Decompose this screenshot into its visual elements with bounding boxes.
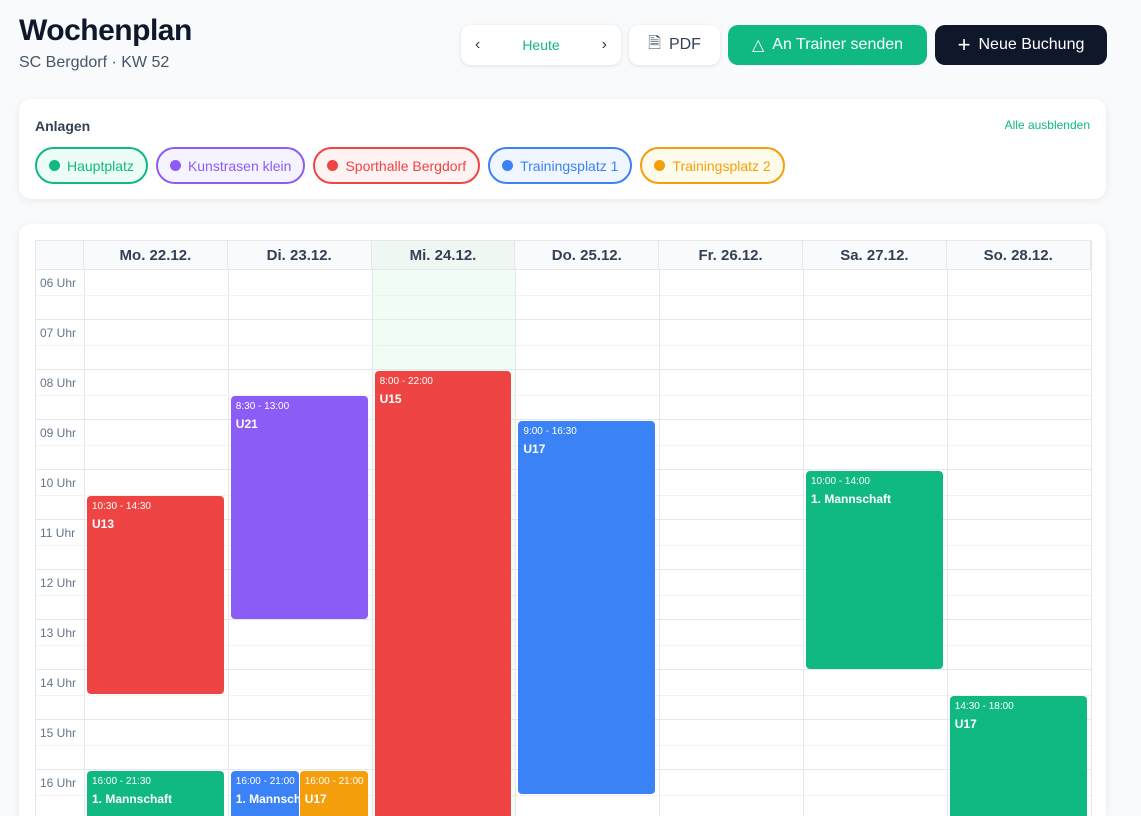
hour-label: 14 Uhr [40, 676, 77, 690]
page-subtitle: SC Bergdorf · KW 52 [19, 54, 170, 71]
hide-all-link[interactable]: Alle ausblenden [1004, 118, 1090, 132]
booking-event[interactable]: 9:00 - 16:30 U17 [518, 421, 656, 794]
day-divider [84, 241, 85, 816]
day-divider [515, 241, 517, 816]
facility-chip[interactable]: Hauptplatz [35, 147, 148, 184]
facilities-label: Anlagen [35, 118, 91, 134]
calendar-card: 06 Uhr 07 Uhr 08 Uhr 09 Uhr 10 Uhr 11 Uhr 12 U… [19, 224, 1106, 816]
facility-chip[interactable]: Trainingsplatz 2 [640, 147, 785, 184]
event-team: U13 [92, 517, 115, 531]
booking-event[interactable]: 16:00 - 21:00 U17 [299, 771, 368, 816]
event-team: U17 [523, 442, 546, 456]
event-time: 14:30 - 18:00 [954, 701, 1014, 712]
day-header: Sa. 27.12. [803, 241, 947, 270]
hour-label: 06 Uhr [40, 276, 77, 290]
facility-filters: Hauptplatz Kunstrasen klein Sporthalle Ber… [35, 147, 785, 184]
new-booking-label: Neue Buchung [978, 36, 1085, 53]
day-divider [227, 241, 229, 816]
facility-label: Trainingsplatz 2 [672, 157, 771, 174]
day-divider [371, 241, 373, 816]
send-label: An Trainer senden [772, 36, 904, 53]
booking-event[interactable]: 8:30 - 13:00 U21 [230, 396, 368, 619]
dot-icon [327, 160, 339, 171]
hour-label: 16 Uhr [40, 776, 77, 790]
hour-label: 15 Uhr [40, 726, 77, 740]
day-divider [946, 241, 948, 816]
hour-row: 08 Uhr [36, 370, 1091, 420]
dot-icon [502, 160, 514, 171]
dot-icon [654, 160, 666, 171]
facility-label: Trainingsplatz 1 [520, 157, 619, 174]
facility-chip[interactable]: Trainingsplatz 1 [488, 147, 633, 184]
event-time: 10:00 - 14:00 [811, 476, 870, 487]
hour-label: 07 Uhr [40, 326, 77, 340]
time-header [36, 241, 84, 270]
hour-label: 08 Uhr [40, 376, 77, 390]
hour-label: 10 Uhr [40, 476, 77, 490]
event-team: 1. Mannschaft [235, 792, 299, 806]
day-header: Do. 25.12. [515, 241, 660, 270]
event-time: 16:00 - 21:00 [235, 776, 295, 787]
facilities-card: Anlagen Alle ausblenden Hauptplatz Kunstr… [19, 99, 1106, 199]
day-header: Di. 23.12. [227, 241, 372, 270]
facility-label: Kunstrasen klein [187, 157, 292, 174]
new-booking-button[interactable]: + Neue Buchung [935, 25, 1107, 65]
booking-event[interactable]: 16:00 - 21:00 1. Mannschaft [230, 771, 299, 816]
dot-icon [49, 160, 60, 171]
chevron-left-icon[interactable]: ‹ [475, 36, 481, 53]
hour-row: 06 Uhr [36, 270, 1091, 320]
hour-label: 13 Uhr [40, 626, 77, 640]
booking-event[interactable]: 10:30 - 14:30 U13 [87, 496, 224, 694]
day-divider [659, 241, 661, 816]
event-time: 16:00 - 21:00 [304, 776, 364, 787]
day-header: So. 28.12. [946, 241, 1091, 270]
send-to-trainer-button[interactable]: △ An Trainer senden [728, 25, 927, 65]
event-team: U21 [235, 417, 258, 431]
facility-chip[interactable]: Sporthalle Bergdorf [313, 147, 481, 184]
booking-event[interactable]: 14:30 - 18:00 U17 [949, 696, 1087, 816]
event-time: 8:30 - 13:00 [235, 401, 290, 412]
chevron-right-icon[interactable]: › [601, 36, 607, 53]
file-download-icon: 🗎 [648, 34, 661, 52]
event-time: 16:00 - 21:30 [92, 776, 151, 787]
hour-row: 07 Uhr [36, 320, 1091, 370]
event-time: 8:00 - 22:00 [379, 376, 433, 387]
facility-label: Hauptplatz [67, 157, 134, 174]
day-header: Fr. 26.12. [659, 241, 803, 270]
week-grid: 06 Uhr 07 Uhr 08 Uhr 09 Uhr 10 Uhr 11 Uhr 12 U… [35, 240, 1092, 816]
day-header: Mo. 22.12. [84, 241, 228, 270]
event-time: 9:00 - 16:30 [523, 426, 577, 437]
day-header: Mi. 24.12. [371, 241, 516, 270]
day-divider [803, 241, 804, 816]
send-icon: △ [751, 37, 765, 54]
event-time: 10:30 - 14:30 [92, 501, 151, 512]
booking-event[interactable]: 8:00 - 22:00 U15 [374, 371, 512, 816]
hour-label: 11 Uhr [40, 526, 76, 540]
plus-icon: + [957, 32, 971, 57]
page-title: Wochenplan [19, 14, 192, 47]
event-team: U15 [379, 392, 402, 406]
event-team: 1. Mannschaft [92, 792, 173, 806]
dot-icon [169, 160, 181, 171]
hour-row: 16 Uhr [36, 770, 1091, 816]
hour-label: 12 Uhr [40, 576, 77, 590]
week-navigation: ‹ Heute › [461, 25, 621, 65]
pdf-label: PDF [668, 36, 701, 53]
booking-event[interactable]: 10:00 - 14:00 1. Mannschaft [806, 471, 943, 669]
event-team: U17 [954, 717, 977, 731]
event-team: 1. Mannschaft [811, 492, 892, 506]
facility-label: Sporthalle Bergdorf [345, 157, 467, 174]
facility-chip[interactable]: Kunstrasen klein [155, 147, 306, 184]
booking-event[interactable]: 16:00 - 21:30 1. Mannschaft [87, 771, 224, 816]
event-team: U17 [304, 792, 327, 806]
pdf-button[interactable]: 🗎 PDF [629, 25, 720, 65]
day-divider [1090, 241, 1092, 816]
today-button[interactable]: Heute [522, 37, 560, 53]
hour-label: 09 Uhr [40, 426, 77, 440]
